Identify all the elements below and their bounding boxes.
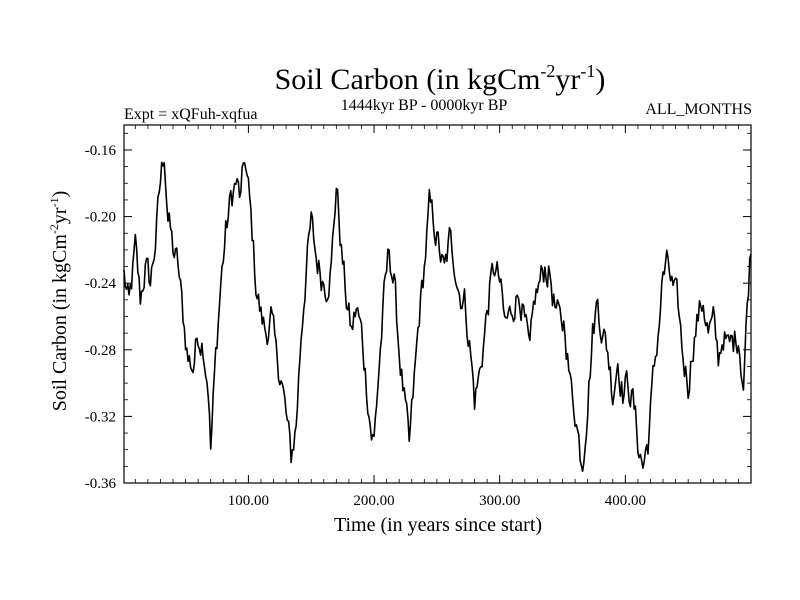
plot-frame <box>123 124 752 484</box>
y-tick-label-3: -0.28 <box>85 343 116 359</box>
title-sup2: -1 <box>580 61 595 81</box>
x-tick-label-0: 100.00 <box>228 493 269 509</box>
ylabel-sup2: -1 <box>47 197 61 207</box>
ylabel-end: ) <box>49 191 71 198</box>
ylabel-sup1: -2 <box>47 224 61 234</box>
series-group <box>123 161 752 472</box>
ticks-group: 100.00 200.00 300.00 400.00 -0.16 -0.20 -0.24 -… <box>85 125 751 509</box>
x-tick-label-2: 300.00 <box>479 493 520 509</box>
title-mid: yr <box>555 63 580 96</box>
title-main: Soil Carbon (in kgCm <box>275 63 541 96</box>
chart-title: Soil Carbon (in kgCm-2yr-1) <box>275 61 606 96</box>
x-tick-label-1: 200.00 <box>353 493 394 509</box>
series-line-0 <box>123 161 752 472</box>
x-axis-label: Time (in years since start) <box>334 514 542 536</box>
x-tick-label-3: 400.00 <box>605 493 646 509</box>
title-end: ) <box>595 63 605 96</box>
y-tick-label-2: -0.24 <box>85 276 117 292</box>
subtitle-right: ALL_MONTHS <box>645 101 752 118</box>
subtitle-left: Expt = xQFuh-xqfua <box>124 106 257 123</box>
y-axis-label: Soil Carbon (in kgCm-2yr-1) <box>47 191 71 412</box>
title-sup1: -2 <box>540 61 555 81</box>
subtitle-center: 1444kyr BP - 0000kyr BP <box>341 97 508 114</box>
ylabel-main: Soil Carbon (in kgCm <box>49 234 71 412</box>
ylabel-mid: yr <box>49 207 71 224</box>
y-tick-label-4: -0.32 <box>85 409 116 425</box>
y-tick-label-1: -0.20 <box>85 210 116 226</box>
y-tick-label-5: -0.36 <box>85 476 117 492</box>
y-tick-label-0: -0.16 <box>85 143 117 159</box>
